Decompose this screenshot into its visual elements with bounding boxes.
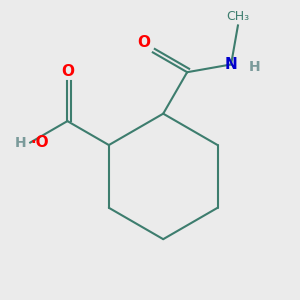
Text: O: O	[137, 35, 150, 50]
Text: H: H	[249, 60, 261, 74]
Text: ·O: ·O	[30, 135, 49, 150]
Text: O: O	[61, 64, 74, 79]
Text: N: N	[225, 57, 237, 72]
Text: H: H	[15, 136, 26, 150]
Text: CH₃: CH₃	[226, 11, 250, 23]
